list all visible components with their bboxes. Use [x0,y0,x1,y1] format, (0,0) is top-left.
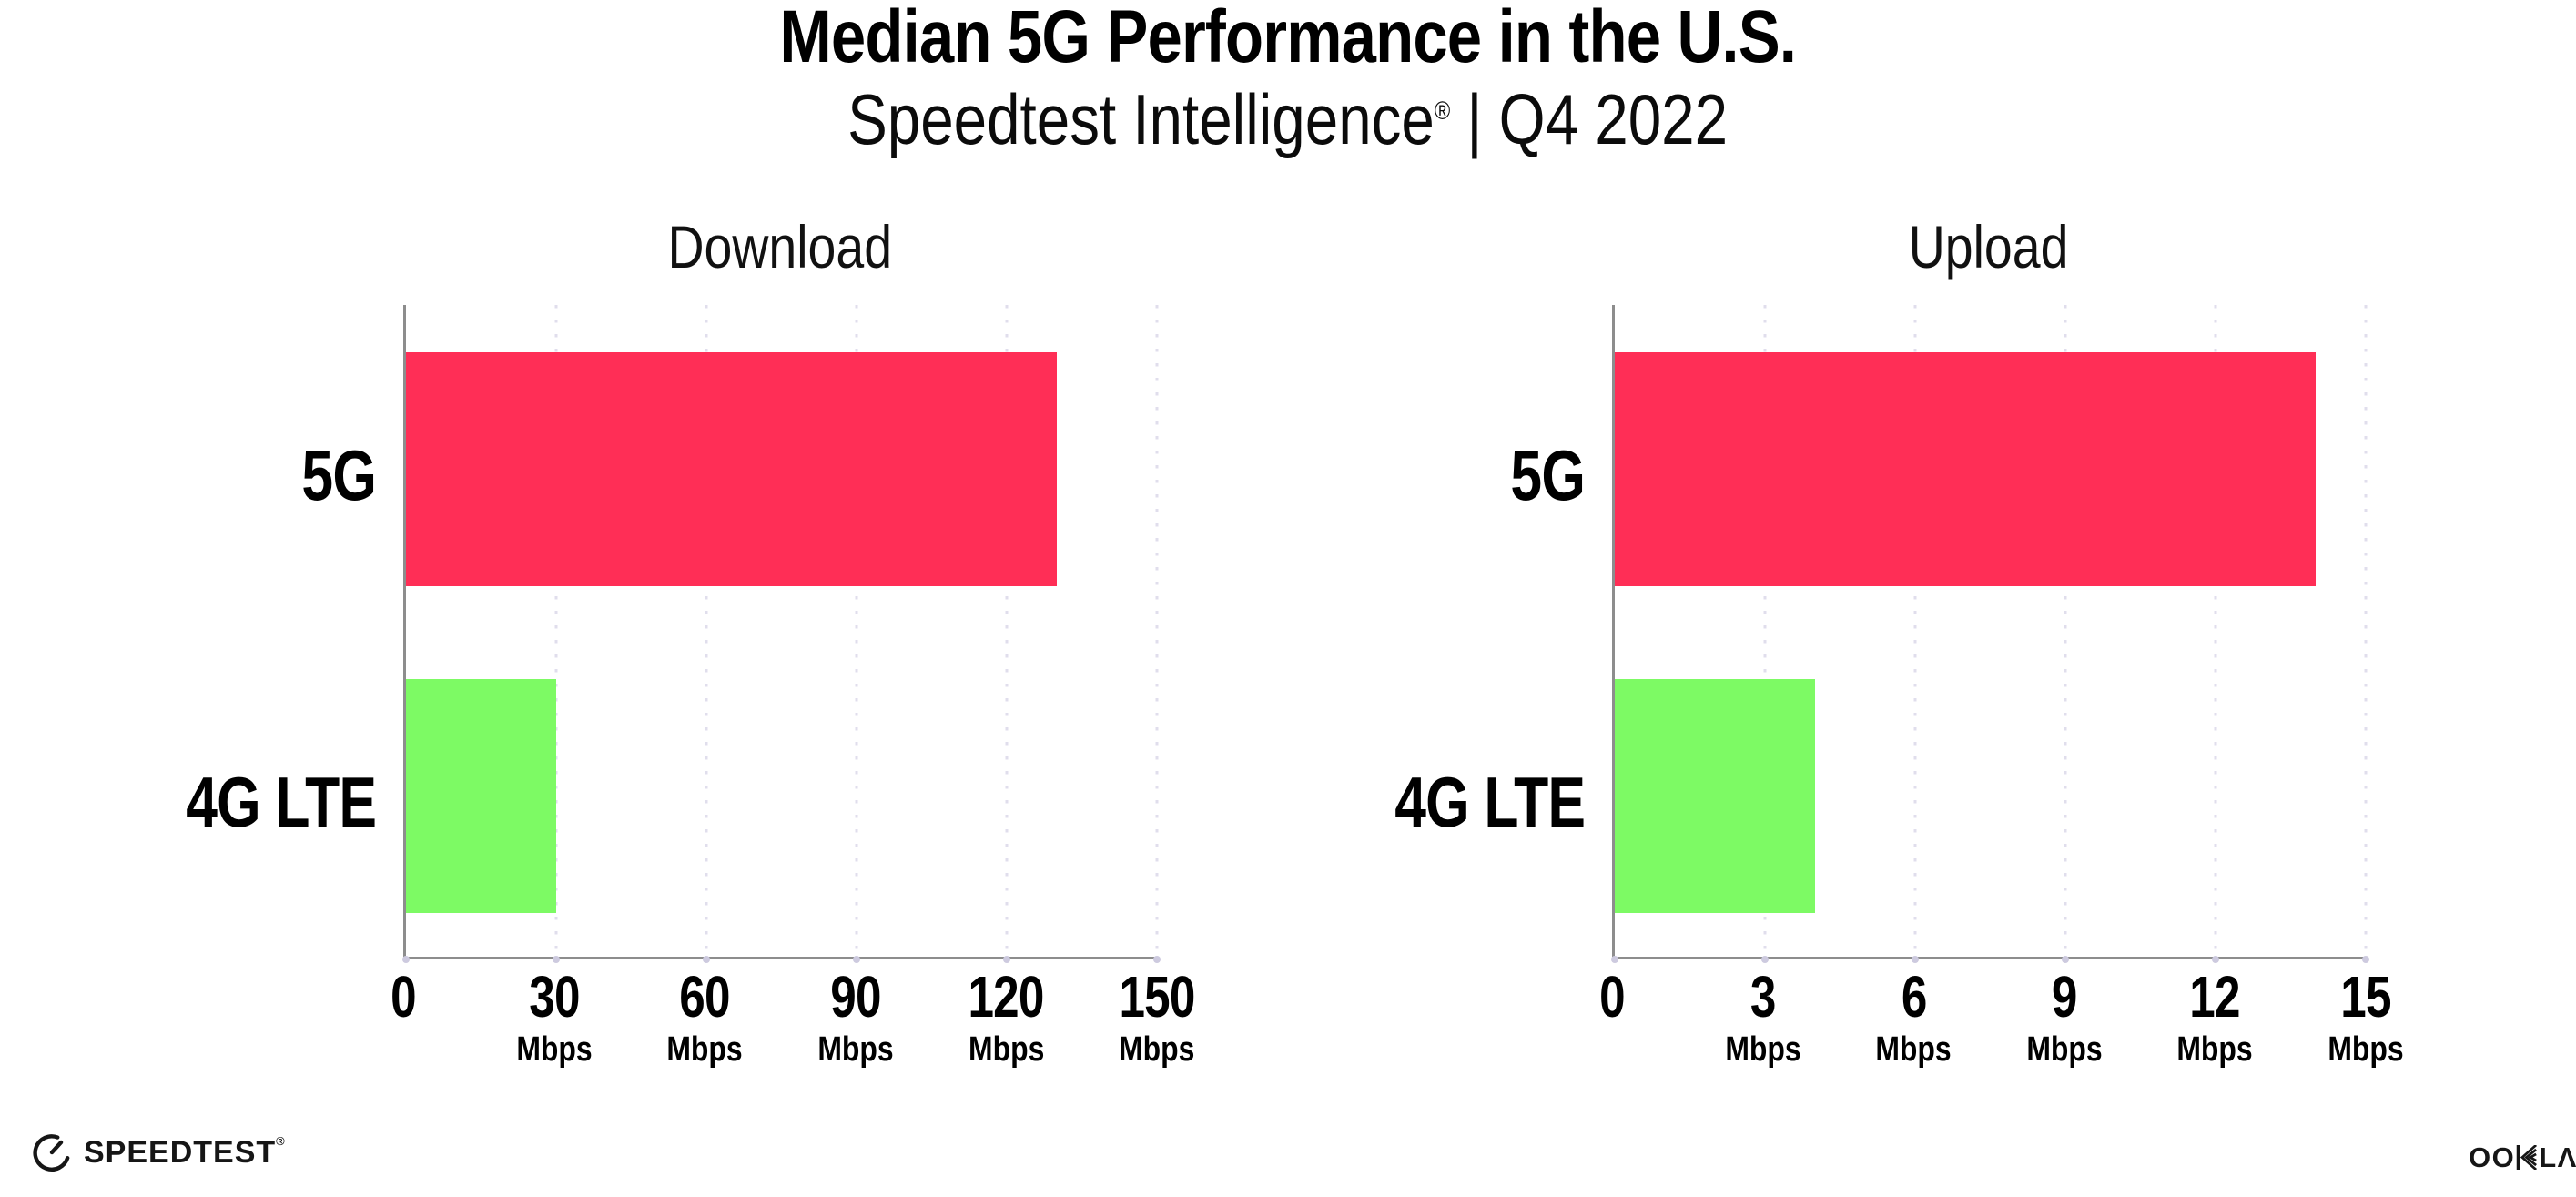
gridline-15 [2364,305,2368,957]
axis-tick-dot-15 [2362,956,2369,963]
axis-tick-dot-120 [1003,956,1010,963]
x-tick-unit: Mbps [968,1030,1045,1069]
ookla-logo: OO L Λ ® [2469,1141,2576,1172]
gridline-12 [2214,305,2217,957]
page-title-text: Median 5G Performance in the U.S. [779,0,1798,78]
download-x-axis-labels: 0 30 Mbps 60 Mbps 90 Mbps 120 Mbps 150 Mbps [390,968,1195,1086]
x-tick-15: 15 Mbps [2320,968,2410,1068]
x-tick-value: 15 [2340,964,2391,1030]
x-tick-unit: Mbps [1875,1030,1952,1069]
speedtest-logo: SPEEDTEST® [31,1130,286,1175]
x-tick-value: 9 [2051,964,2077,1030]
x-tick-unit: Mbps [2026,1030,2103,1069]
speedtest-registered-mark: ® [276,1134,286,1148]
x-tick-value: 120 [968,964,1045,1030]
x-tick-unit: Mbps [2328,1030,2404,1069]
speedtest-gauge-icon [33,1134,70,1172]
x-tick-60: 60 Mbps [660,968,750,1068]
x-tick-150: 150 Mbps [1110,968,1204,1068]
bar-4g-lte [406,679,556,913]
x-tick-6: 6 Mbps [1869,968,1959,1068]
x-tick-value: 150 [1119,964,1195,1030]
x-tick-value: 6 [1901,964,1927,1030]
bar-5g [406,352,1057,586]
y-label-5g: 5G [1510,435,1585,515]
x-tick-value: 60 [679,964,731,1030]
ookla-l: L [2539,1141,2558,1173]
gridline-30 [554,305,558,957]
x-tick-value: 0 [1599,964,1625,1030]
axis-tick-dot-60 [703,956,710,963]
gridline-150 [1155,305,1159,957]
registered-mark: ® [1435,96,1451,125]
y-label-4g-lte: 4G LTE [1394,762,1586,842]
x-tick-value: 3 [1749,964,1776,1030]
x-tick-90: 90 Mbps [810,968,900,1068]
speedtest-wordmark: SPEEDTEST® [84,1134,286,1170]
x-tick-unit: Mbps [817,1030,894,1069]
subtitle-brand: Speedtest Intelligence [847,79,1435,159]
x-tick-value: 12 [2189,964,2241,1030]
bar-5g [1615,352,2316,586]
download-plot-area [402,305,1161,963]
x-tick-3: 3 Mbps [1718,968,1808,1068]
gridline-60 [705,305,708,957]
x-tick-unit: Mbps [1724,1030,1801,1069]
x-tick-value: 90 [830,964,881,1030]
x-tick-unit: Mbps [515,1030,593,1069]
axis-tick-dot-3 [1761,956,1769,963]
axis-tick-dot-0 [1611,956,1618,963]
y-label-4g-lte: 4G LTE [186,762,377,842]
download-chart: Download 5G 4G LTE 0 30 Mbps 60 Mbps 90 Mbps 120… [186,214,1195,1068]
ookla-k-icon [2516,1144,2538,1170]
download-chart-title: Download [667,213,893,280]
upload-chart: Upload 5G 4G LTE 0 3 Mbps 6 Mbps 9 Mbps 12 Mbps 15… [1394,214,2404,1068]
x-tick-30: 30 Mbps [509,968,599,1068]
gridline-9 [2064,305,2067,957]
page-subtitle-text: Speedtest Intelligence® | Q4 2022 [848,80,1729,158]
gridline-3 [1763,305,1767,957]
ookla-a: Λ [2557,1141,2576,1173]
gridline-6 [1913,305,1917,957]
page-subtitle: Speedtest Intelligence® | Q4 2022 [0,80,2576,158]
subtitle-period: | Q4 2022 [1450,79,1729,159]
axis-tick-dot-9 [2062,956,2069,963]
axis-tick-dot-150 [1153,956,1161,963]
x-tick-unit: Mbps [666,1030,743,1069]
gridline-90 [855,305,858,957]
x-tick-9: 9 Mbps [2019,968,2109,1068]
page-title: Median 5G Performance in the U.S. [0,0,2576,76]
x-tick-unit: Mbps [1119,1030,1195,1069]
y-label-5g: 5G [301,435,376,515]
axis-tick-dot-90 [853,956,860,963]
x-tick-120: 120 Mbps [959,968,1054,1068]
upload-chart-title: Upload [1909,213,2069,280]
x-tick-unit: Mbps [2176,1030,2254,1069]
x-tick-value: 30 [528,964,580,1030]
gridline-120 [1005,305,1009,957]
ookla-oo: OO [2469,1141,2516,1173]
axis-tick-dot-6 [1912,956,1919,963]
x-tick-value: 0 [390,964,416,1030]
x-tick-12: 12 Mbps [2170,968,2260,1068]
upload-x-axis-labels: 0 3 Mbps 6 Mbps 9 Mbps 12 Mbps 15 Mbps [1599,968,2404,1086]
axis-tick-dot-12 [2212,956,2219,963]
upload-plot-area [1611,305,2369,963]
x-tick-0: 0 [1597,968,1628,1026]
bar-4g-lte [1615,679,1815,913]
axis-tick-dot-30 [553,956,560,963]
axis-tick-dot-0 [402,956,410,963]
x-tick-0: 0 [388,968,420,1026]
